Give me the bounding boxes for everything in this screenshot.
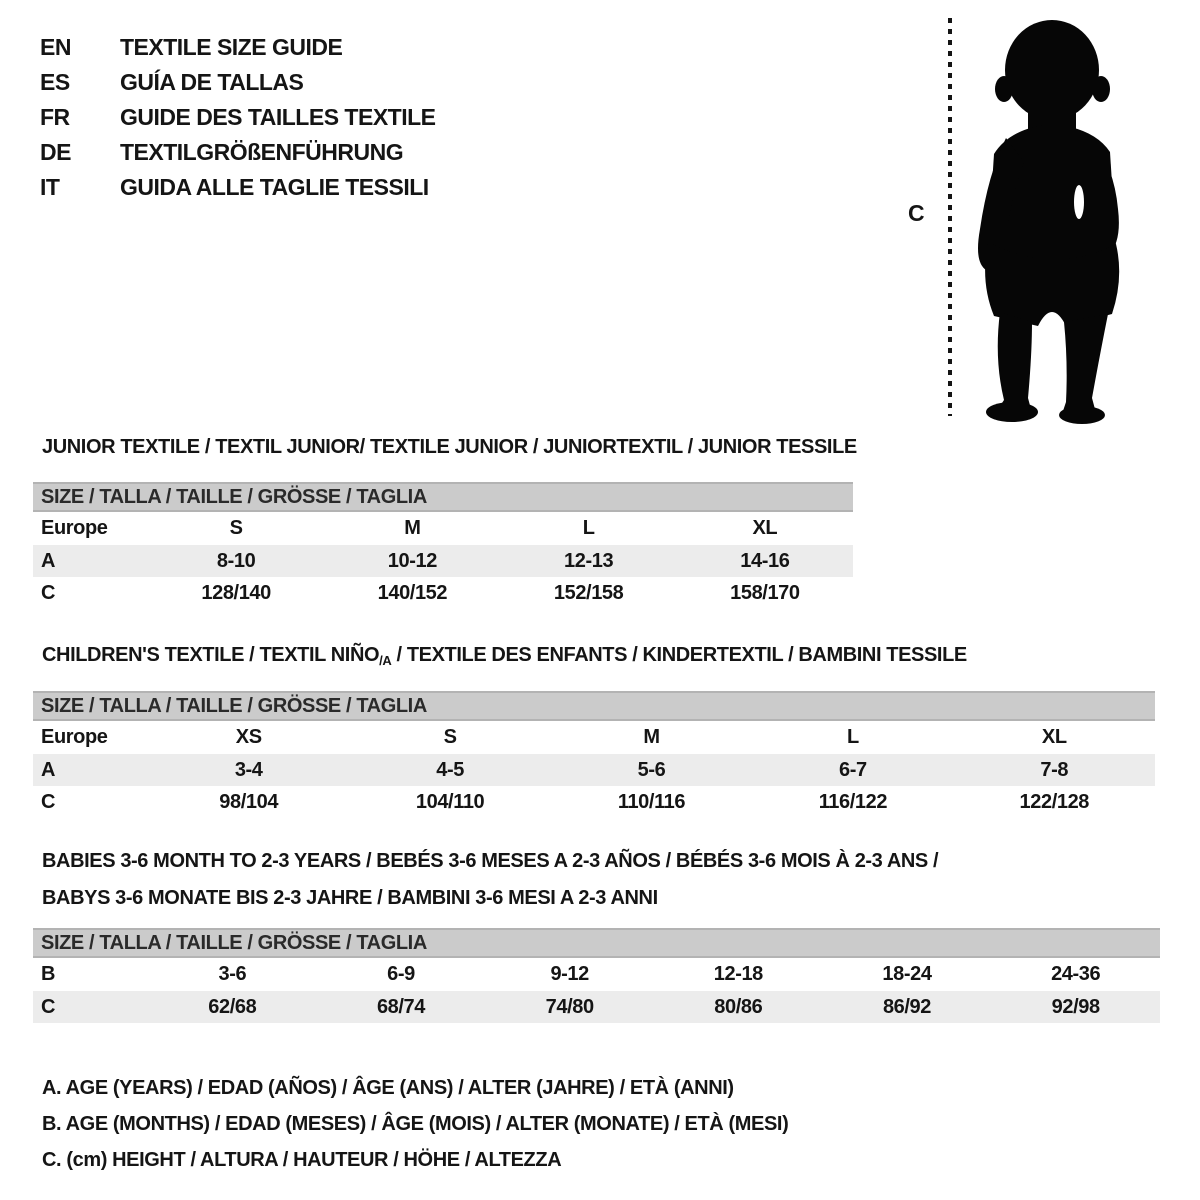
- table-cell: 5-6: [637, 758, 666, 781]
- table-cell: 68/74: [376, 995, 426, 1018]
- table-row: Europe XS S M L XL: [33, 721, 1155, 754]
- table-cell: L: [846, 726, 859, 748]
- table-row: B 3-6 6-9 9-12 12-18 18-24 24-36: [33, 958, 1160, 991]
- junior-section-title: JUNIOR TEXTILE / TEXTIL JUNIOR/ TEXTILE …: [42, 436, 857, 458]
- table-row: C 128/140 140/152 152/158 158/170: [33, 577, 853, 610]
- table-cell: 6-9: [387, 963, 415, 985]
- table-cell: 10-12: [387, 549, 438, 572]
- table-cell: 86/92: [882, 995, 932, 1018]
- table-cell: 116/122: [818, 791, 888, 813]
- children-title-part1: CHILDREN'S TEXTILE / TEXTIL NIÑO: [42, 644, 380, 666]
- figure-height-label: C: [908, 200, 925, 226]
- footnote-height-cm: C. (cm) HEIGHT / ALTURA / HAUTEUR / HÖHE…: [42, 1148, 562, 1171]
- table-cell: L: [582, 517, 595, 539]
- table-cell: C: [41, 995, 56, 1018]
- language-title: TEXTILGRÖßENFÜHRUNG: [120, 139, 404, 165]
- table-cell: 9-12: [550, 963, 589, 985]
- table-cell: 104/110: [415, 791, 485, 813]
- table-cell: Europe: [41, 517, 108, 539]
- children-title-part2: / TEXTILE DES ENFANTS / KINDERTEXTIL / B…: [391, 644, 968, 666]
- table-cell: 3-4: [234, 758, 263, 781]
- table-cell: 98/104: [219, 791, 279, 813]
- table-cell: 3-6: [218, 963, 247, 985]
- children-size-table: SIZE / TALLA / TAILLE / GRÖSSE / TAGLIA …: [33, 691, 1155, 819]
- table-cell: C: [41, 582, 56, 604]
- language-code: FR: [40, 104, 70, 130]
- table-cell: 6-7: [839, 758, 867, 781]
- junior-size-bar: SIZE / TALLA / TAILLE / GRÖSSE / TAGLIA: [33, 482, 853, 512]
- height-measure-dashed-line: [948, 18, 952, 416]
- language-code: IT: [40, 174, 60, 200]
- table-cell: 12-13: [564, 549, 614, 572]
- language-title: TEXTILE SIZE GUIDE: [120, 34, 343, 60]
- table-cell: S: [443, 726, 457, 748]
- table-cell: M: [643, 726, 660, 748]
- table-cell: 152/158: [553, 582, 624, 604]
- language-list: EN TEXTILE SIZE GUIDE ES GUÍA DE TALLAS …: [40, 30, 436, 205]
- table-cell: 12-18: [713, 963, 764, 985]
- language-title: GUIDA ALLE TAGLIE TESSILI: [120, 174, 429, 200]
- table-cell: 122/128: [1019, 791, 1090, 813]
- language-row: DE TEXTILGRÖßENFÜHRUNG: [40, 135, 436, 170]
- footnote-age-months: B. AGE (MONTHS) / EDAD (MESES) / ÂGE (MO…: [42, 1112, 789, 1135]
- language-code: ES: [40, 69, 70, 95]
- babies-title-line2: BABYS 3-6 MONATE BIS 2-3 JAHRE / BAMBINI…: [42, 887, 658, 909]
- size-figure: C: [890, 0, 1200, 430]
- table-cell: B: [41, 963, 56, 985]
- table-cell: 18-24: [882, 963, 932, 985]
- babies-section-title: BABIES 3-6 MONTH TO 2-3 YEARS / BEBÉS 3-…: [42, 843, 939, 917]
- table-cell: M: [404, 517, 421, 539]
- language-title: GUIDE DES TAILLES TEXTILE: [120, 104, 436, 130]
- table-cell: 14-16: [740, 549, 790, 572]
- table-row: A 8-10 10-12 12-13 14-16: [33, 545, 853, 577]
- babies-title-line1: BABIES 3-6 MONTH TO 2-3 YEARS / BEBÉS 3-…: [42, 850, 939, 872]
- table-cell: 74/80: [545, 995, 594, 1018]
- table-cell: XL: [1041, 726, 1067, 748]
- children-section-title: CHILDREN'S TEXTILE / TEXTIL NIÑO/A / TEX…: [42, 644, 967, 668]
- table-cell: 7-8: [1040, 758, 1069, 781]
- children-size-bar: SIZE / TALLA / TAILLE / GRÖSSE / TAGLIA: [33, 691, 1155, 721]
- table-row: C 62/68 68/74 74/80 80/86 86/92 92/98: [33, 991, 1160, 1023]
- table-cell: 158/170: [730, 582, 800, 604]
- language-row: IT GUIDA ALLE TAGLIE TESSILI: [40, 170, 436, 205]
- toddler-silhouette-icon: [978, 20, 1120, 424]
- footnote-age-years: A. AGE (YEARS) / EDAD (AÑOS) / ÂGE (ANS)…: [42, 1076, 734, 1099]
- table-row: A 3-4 4-5 5-6 6-7 7-8: [33, 754, 1155, 786]
- table-cell: Europe: [41, 726, 108, 748]
- babies-size-bar: SIZE / TALLA / TAILLE / GRÖSSE / TAGLIA: [33, 928, 1160, 958]
- table-cell: A: [41, 758, 56, 781]
- language-row: EN TEXTILE SIZE GUIDE: [40, 30, 436, 65]
- table-cell: 128/140: [201, 582, 271, 604]
- language-row: ES GUÍA DE TALLAS: [40, 65, 436, 100]
- children-title-sub: /A: [379, 653, 392, 668]
- table-cell: 8-10: [216, 549, 256, 572]
- language-code: DE: [40, 139, 71, 165]
- table-cell: 80/86: [714, 995, 763, 1018]
- table-cell: 4-5: [436, 758, 464, 781]
- babies-size-table: SIZE / TALLA / TAILLE / GRÖSSE / TAGLIA …: [33, 928, 1160, 1023]
- footnotes: A. AGE (YEARS) / EDAD (AÑOS) / ÂGE (ANS)…: [42, 1070, 789, 1178]
- language-row: FR GUIDE DES TAILLES TEXTILE: [40, 100, 436, 135]
- table-cell: 24-36: [1051, 963, 1101, 985]
- table-cell: 62/68: [208, 995, 257, 1018]
- table-cell: XL: [752, 517, 778, 539]
- table-cell: 140/152: [377, 582, 448, 604]
- table-cell: XS: [235, 726, 262, 748]
- language-code: EN: [40, 34, 71, 60]
- table-row: C 98/104 104/110 110/116 116/122 122/128: [33, 786, 1155, 819]
- table-row: Europe S M L XL: [33, 512, 853, 545]
- table-cell: C: [41, 791, 56, 813]
- junior-size-table: SIZE / TALLA / TAILLE / GRÖSSE / TAGLIA …: [33, 482, 853, 610]
- table-cell: 110/116: [617, 791, 686, 813]
- table-cell: S: [229, 517, 243, 539]
- table-cell: 92/98: [1051, 995, 1100, 1018]
- language-title: GUÍA DE TALLAS: [120, 69, 304, 95]
- table-cell: A: [41, 549, 56, 572]
